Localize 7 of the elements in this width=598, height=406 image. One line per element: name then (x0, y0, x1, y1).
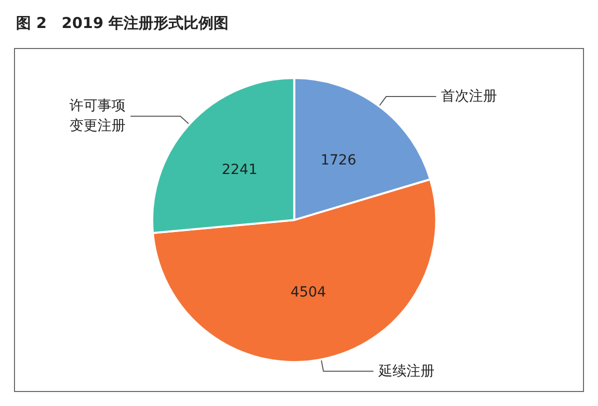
data-label: 4504 (290, 284, 326, 301)
data-label: 2241 (222, 162, 258, 178)
slice-label: 许可事项变更注册 (69, 98, 126, 134)
chart-title: 图 2 2019 年注册形式比例图 (16, 14, 229, 33)
slice-label: 延续注册 (377, 363, 434, 380)
data-label: 1726 (320, 152, 356, 169)
slice-label: 首次注册 (441, 88, 498, 105)
